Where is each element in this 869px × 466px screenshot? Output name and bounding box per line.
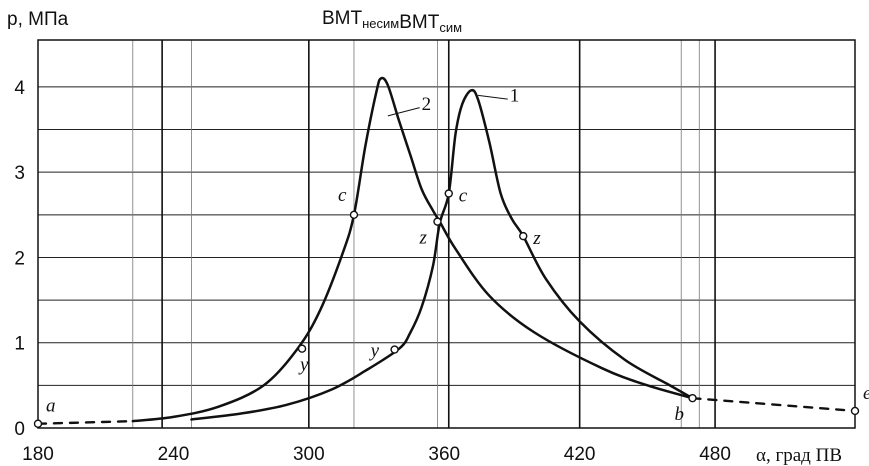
point-label: y bbox=[369, 341, 380, 362]
axis-label-layer: 0 1 2 3 4 180 240 300 360 420 480 p, МПа α, град ПВ bbox=[7, 9, 842, 466]
point-marker bbox=[519, 231, 528, 241]
point-label: c bbox=[338, 185, 347, 206]
point-marker bbox=[688, 393, 697, 403]
grid-layer bbox=[37, 39, 856, 429]
label-layer: 1 2 a y c y z c z b e bbox=[46, 85, 869, 425]
pressure-curve-2 bbox=[131, 76, 694, 423]
y-tick-label: 2 bbox=[14, 248, 25, 269]
curve-number-label: 2 bbox=[422, 94, 432, 115]
dashed-pressure-curve bbox=[36, 419, 134, 425]
dashed-pressure-curve bbox=[691, 396, 857, 413]
x-tick-label: 180 bbox=[22, 444, 54, 465]
point-marker bbox=[297, 344, 307, 353]
point-label: e bbox=[863, 383, 869, 404]
y-tick-label: 4 bbox=[14, 78, 25, 99]
point-label: y bbox=[298, 355, 309, 376]
marker-layer bbox=[33, 189, 860, 428]
point-marker bbox=[433, 217, 442, 226]
title-sub-part: несим bbox=[362, 16, 399, 31]
x-tick-label: 360 bbox=[428, 444, 460, 465]
y-axis-label: p, МПа bbox=[7, 9, 69, 30]
point-label: z bbox=[532, 228, 541, 249]
x-tick-label: 420 bbox=[564, 444, 596, 465]
curve-label-leader bbox=[478, 94, 508, 100]
plot-frame bbox=[37, 39, 856, 429]
point-label: c bbox=[459, 185, 468, 206]
title-layer: ВМТнесимВМТсим bbox=[322, 8, 462, 35]
x-axis-label: α, град ПВ bbox=[756, 445, 842, 466]
x-tick-label: 480 bbox=[699, 444, 731, 465]
point-label: b bbox=[675, 404, 685, 425]
y-tick-label: 3 bbox=[14, 163, 25, 184]
title-main-part: ВМТ bbox=[399, 12, 440, 33]
title-sub-part: сим bbox=[439, 20, 462, 35]
point-label: z bbox=[418, 228, 427, 249]
point-marker bbox=[349, 210, 359, 220]
point-marker bbox=[444, 189, 453, 198]
point-marker bbox=[390, 345, 399, 354]
x-tick-label: 240 bbox=[158, 444, 190, 465]
y-tick-label: 0 bbox=[14, 419, 25, 440]
point-label: a bbox=[46, 396, 56, 417]
y-tick-label: 1 bbox=[14, 334, 25, 355]
pressure-curve-1 bbox=[190, 88, 694, 421]
point-marker bbox=[850, 406, 860, 416]
chart-title: ВМТнесимВМТсим bbox=[322, 8, 462, 35]
point-marker bbox=[33, 419, 43, 428]
x-tick-label: 300 bbox=[293, 444, 325, 465]
series-layer bbox=[36, 76, 857, 425]
curve-label-leader bbox=[387, 107, 420, 117]
curve-number-label: 1 bbox=[510, 85, 520, 106]
title-main-part: ВМТ bbox=[322, 8, 363, 29]
